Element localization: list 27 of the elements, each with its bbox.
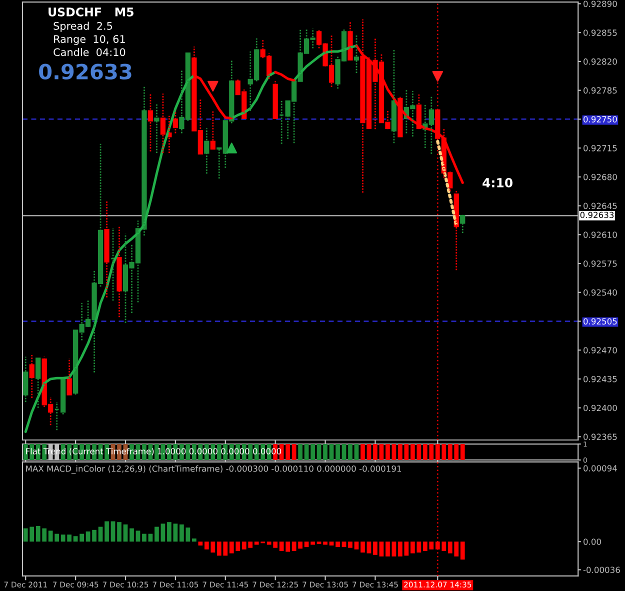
y-tick-label: 0.92365	[584, 434, 617, 440]
annotation: Range 10, 61	[54, 35, 125, 45]
y-tick-label: 0.92470	[584, 347, 617, 354]
y-tick-label: 0.92435	[584, 376, 617, 382]
y-tick-label: 0.92855	[584, 30, 617, 36]
y-tick-label: 0.92680	[584, 174, 617, 180]
y-tick-label: 0.00	[584, 538, 601, 545]
y-tick-label: 0.00094	[584, 465, 617, 472]
chart-title: MAX MACD_inColor (12,26,9) (ChartTimeframe) -0.000300 -0.000110 0.000000 -0.000191	[26, 465, 402, 474]
annotation: Spread 2.5	[54, 22, 112, 32]
y-tick-label: 0.92610	[584, 232, 617, 238]
y-tick-label: 0.92785	[584, 87, 617, 94]
y-tick-label: 0.92890	[584, 0, 617, 7]
y-tick-label: 0.92505	[584, 318, 617, 325]
y-tick-label: 0.92540	[584, 289, 617, 296]
y-tick-label: 0.92820	[584, 58, 617, 65]
y-tick-label: 0.92715	[584, 145, 617, 152]
ref-line-label: 0.92633	[580, 212, 614, 218]
text: 0.92633	[39, 64, 132, 80]
y-tick-label: 0.92750	[584, 116, 617, 122]
chart-title: USDCHF M5	[48, 8, 134, 16]
annotation: 4:10	[482, 178, 513, 188]
y-tick-label: -0.00036	[583, 566, 620, 574]
y-tick-label: 0.92400	[584, 404, 617, 412]
annotation: Candle 04:10	[54, 48, 126, 56]
y-tick-label: 0.92645	[584, 202, 617, 210]
y-tick-label: 0.92575	[584, 260, 617, 267]
